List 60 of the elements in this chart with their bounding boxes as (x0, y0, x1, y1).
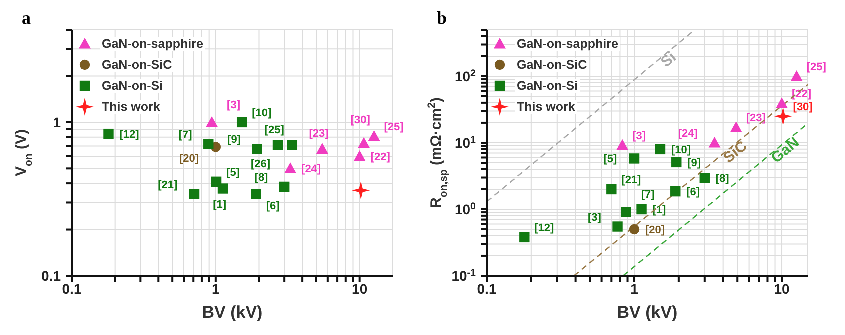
annotation: [23] (746, 112, 766, 125)
legend-label: GaN-on-sapphire (100, 36, 206, 50)
x-tick-label: 10 (352, 280, 368, 297)
legend-label: GaN-on-Si (100, 78, 166, 92)
annotation: [22] (792, 88, 812, 101)
annotation: [21] (158, 179, 178, 192)
annotation: [21] (622, 174, 642, 186)
annotation: [25] (264, 124, 285, 136)
x-axis-title: BV (kV) (202, 303, 263, 322)
annotation: [24] (678, 128, 698, 140)
y-tick-label: 10$^{1}$ (454, 134, 477, 151)
annotation: [3] (227, 99, 241, 112)
annotation: [20] (180, 153, 200, 166)
text: SiC (720, 138, 751, 167)
annotation: [3] (632, 130, 646, 142)
chart-title: b (437, 8, 448, 28)
legend-label: GaN-on-Si (515, 78, 580, 92)
x-tick-label: 10 (774, 280, 790, 297)
annotation: [9] (688, 157, 702, 170)
annotation: [1] (213, 198, 227, 211)
annotation: [10] (671, 144, 692, 156)
y-tick-label: 10$^{0}$ (454, 200, 477, 218)
y-tick-label: 10$^{2}$ (454, 68, 477, 84)
annotation: [10] (252, 107, 272, 120)
legend-label: This work (515, 100, 578, 114)
legend-label: GaN-on-SiC (515, 58, 590, 72)
annotation: [23] (309, 128, 330, 140)
annotation: [5] (226, 166, 240, 179)
annotation: [25] (384, 122, 404, 134)
annotation: [30] (793, 102, 814, 114)
annotation: [26] (251, 158, 271, 170)
annotation: [9] (228, 134, 242, 146)
legend-label: GaN-on-sapphire (515, 36, 620, 50)
annotation: [24] (302, 164, 322, 176)
text: GaN (768, 134, 803, 167)
annotation: [30] (350, 114, 371, 126)
annotation: [8] (254, 172, 269, 184)
annotation: [20] (646, 224, 666, 237)
text: Si (658, 48, 680, 72)
chart-title: a (22, 8, 31, 28)
y-tick-label: 10$^{-1}$ (452, 268, 477, 284)
annotation: [12] (534, 222, 555, 234)
annotation: [8] (716, 173, 730, 186)
x-tick-label: 0.1 (477, 280, 497, 297)
annotation: [25] (806, 61, 827, 74)
annotation: [7] (178, 129, 193, 142)
x-tick-label: 1 (212, 280, 220, 297)
legend-label: This work (100, 100, 162, 114)
legend-label: GaN-on-SiC (100, 58, 174, 72)
annotation: [6] (686, 186, 700, 199)
annotation: [3] (588, 212, 602, 224)
annotation: [6] (266, 200, 280, 212)
annotation: [1] (652, 204, 667, 216)
annotation: [7] (641, 189, 656, 202)
annotation: [5] (604, 154, 618, 166)
x-tick-label: 0.1 (62, 280, 82, 297)
x-axis-title: BV (kV) (617, 303, 678, 322)
x-tick-label: 1 (630, 280, 639, 297)
annotation: [12] (120, 129, 140, 142)
annotation: [22] (370, 152, 391, 164)
